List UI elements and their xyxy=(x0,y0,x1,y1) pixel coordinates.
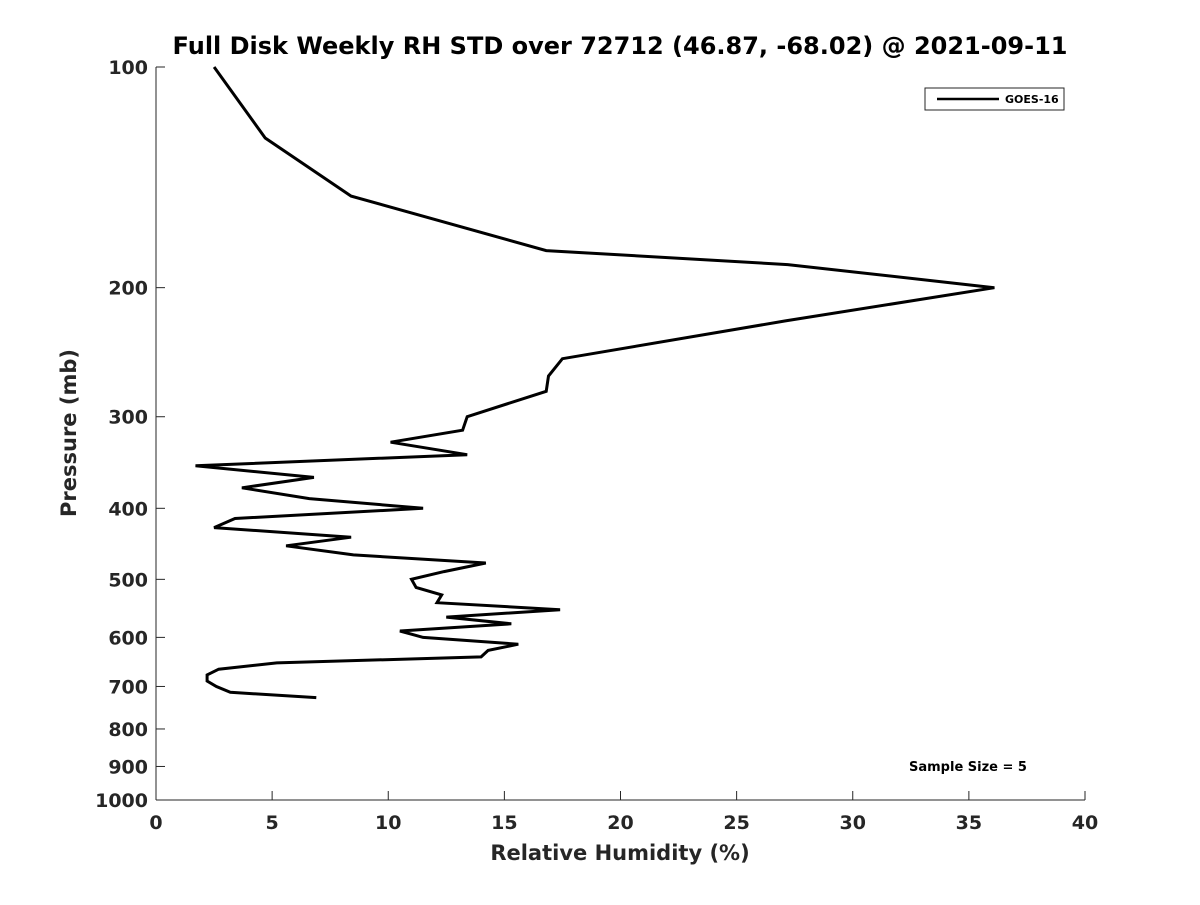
y-tick-label: 100 xyxy=(108,57,148,79)
sample-size-annotation: Sample Size = 5 xyxy=(909,760,1027,775)
y-tick-label: 900 xyxy=(108,756,148,778)
x-tick-label: 35 xyxy=(956,812,982,834)
y-tick-label: 300 xyxy=(108,407,148,429)
x-tick-label: 25 xyxy=(723,812,749,834)
x-axis-label: Relative Humidity (%) xyxy=(490,841,749,865)
legend-label-goes-16: GOES-16 xyxy=(1005,93,1059,106)
series-layer xyxy=(195,66,995,700)
y-tick-label: 400 xyxy=(108,498,148,520)
series-line-goes-16 xyxy=(195,66,995,700)
x-tick-label: 20 xyxy=(607,812,633,834)
x-tick-label: 30 xyxy=(840,812,866,834)
legend: GOES-16 xyxy=(924,87,1065,111)
y-tick-label: 1000 xyxy=(95,790,148,812)
y-axis-label: Pressure (mb) xyxy=(57,349,81,517)
chart-title: Full Disk Weekly RH STD over 72712 (46.8… xyxy=(173,32,1068,60)
y-tick-label: 200 xyxy=(108,278,148,300)
x-tick-label: 10 xyxy=(375,812,401,834)
plot-area xyxy=(156,67,1085,800)
y-tick-label: 600 xyxy=(108,627,148,649)
x-ticks: 0 5 10 15 20 25 30 35 40 xyxy=(149,791,1098,834)
x-tick-label: 5 xyxy=(266,812,279,834)
y-tick-label: 700 xyxy=(108,676,148,698)
y-tick-label: 800 xyxy=(108,719,148,741)
y-ticks: 100 200 300 400 500 600 700 800 900 1000 xyxy=(95,57,165,812)
x-tick-label: 0 xyxy=(149,812,162,834)
y-tick-label: 500 xyxy=(108,569,148,591)
x-tick-label: 40 xyxy=(1072,812,1098,834)
x-tick-label: 15 xyxy=(491,812,517,834)
